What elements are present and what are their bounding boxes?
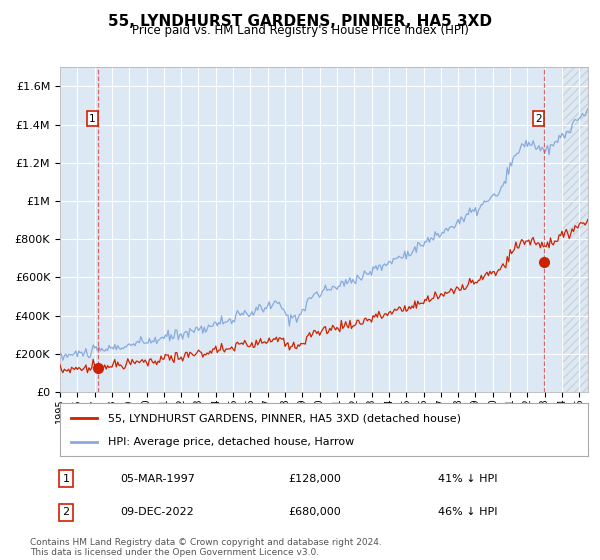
Text: 41% ↓ HPI: 41% ↓ HPI [438, 474, 497, 484]
Text: 1: 1 [62, 474, 70, 484]
Text: 55, LYNDHURST GARDENS, PINNER, HA5 3XD (detached house): 55, LYNDHURST GARDENS, PINNER, HA5 3XD (… [107, 413, 461, 423]
Text: HPI: Average price, detached house, Harrow: HPI: Average price, detached house, Harr… [107, 436, 354, 446]
Text: 46% ↓ HPI: 46% ↓ HPI [438, 507, 497, 517]
Text: 2: 2 [535, 114, 542, 124]
Text: 55, LYNDHURST GARDENS, PINNER, HA5 3XD: 55, LYNDHURST GARDENS, PINNER, HA5 3XD [108, 14, 492, 29]
Text: 05-MAR-1997: 05-MAR-1997 [120, 474, 195, 484]
Text: 1: 1 [89, 114, 96, 124]
Text: Contains HM Land Registry data © Crown copyright and database right 2024.
This d: Contains HM Land Registry data © Crown c… [30, 538, 382, 557]
Text: 09-DEC-2022: 09-DEC-2022 [120, 507, 194, 517]
Text: £680,000: £680,000 [288, 507, 341, 517]
Text: £128,000: £128,000 [288, 474, 341, 484]
Text: 2: 2 [62, 507, 70, 517]
Text: Price paid vs. HM Land Registry's House Price Index (HPI): Price paid vs. HM Land Registry's House … [131, 24, 469, 37]
